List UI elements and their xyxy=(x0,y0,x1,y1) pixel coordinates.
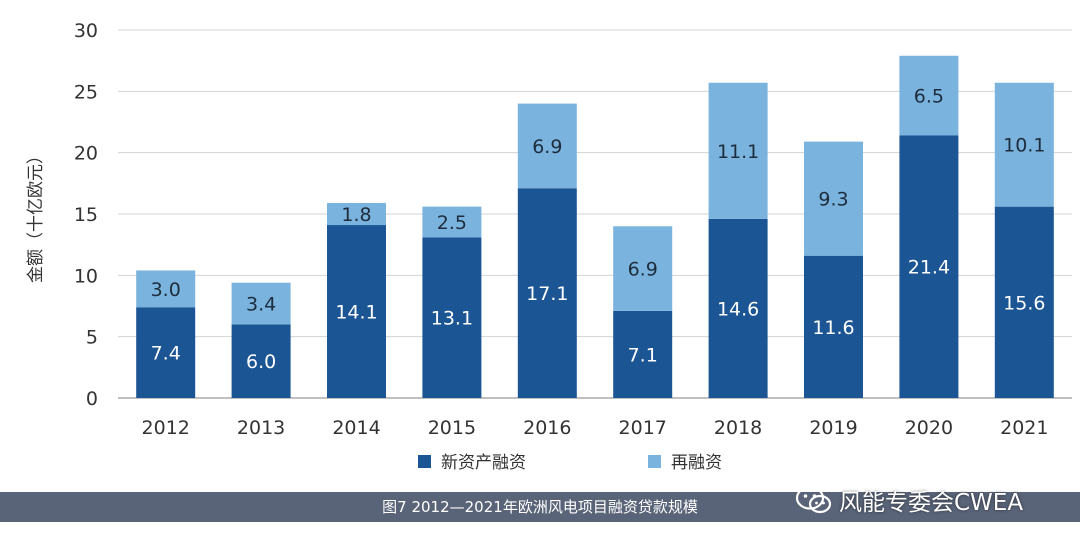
bar-new-asset-2015 xyxy=(422,237,482,398)
chart: 7.4 3.0 6.0 3.4 14.1 1.8 13.1 2.5 17.1 6.9 7.1 6.9 1… xyxy=(26,20,1072,473)
bar-new-asset-2021 xyxy=(994,206,1054,398)
x-tick-label: 2017 xyxy=(619,417,667,439)
bar-refinance-2016 xyxy=(517,103,577,189)
data-label: 11.6 xyxy=(812,317,854,339)
data-label: 21.4 xyxy=(908,257,950,279)
y-axis-ticks: 0 5 10 15 20 25 30 xyxy=(74,20,98,410)
bar-new-asset-2016 xyxy=(517,188,577,398)
data-label: 6.5 xyxy=(914,86,944,108)
legend-label: 再融资 xyxy=(671,453,722,473)
data-label: 10.1 xyxy=(1003,135,1045,157)
y-tick-label: 5 xyxy=(86,327,98,349)
bar-refinance-2019 xyxy=(804,141,863,256)
bar-new-asset-2014 xyxy=(327,225,386,398)
data-label: 13.1 xyxy=(431,308,473,330)
bar-refinance-2014 xyxy=(327,202,386,226)
data-label: 17.1 xyxy=(526,283,568,305)
x-tick-label: 2012 xyxy=(142,417,190,439)
bar-new-asset-2013 xyxy=(231,324,291,398)
watermark-text: 风能专委会CWEA xyxy=(839,490,1024,516)
x-tick-label: 2016 xyxy=(523,417,571,439)
x-tick-label: 2019 xyxy=(809,417,857,439)
bar-refinance-2013 xyxy=(231,282,291,325)
data-label: 6.9 xyxy=(532,136,562,158)
x-tick-label: 2013 xyxy=(237,417,285,439)
bars: 7.4 3.0 6.0 3.4 14.1 1.8 13.1 2.5 17.1 6.9 7.1 6.9 1… xyxy=(136,55,1054,398)
bar-new-asset-2017 xyxy=(613,310,673,398)
bar-refinance-2017 xyxy=(613,226,673,311)
data-label: 9.3 xyxy=(818,189,848,211)
x-tick-label: 2018 xyxy=(714,417,762,439)
x-axis-ticks: 2012 2013 2014 2015 2016 2017 2018 2019 2020 2021 xyxy=(142,417,1049,439)
legend-label: 新资产融资 xyxy=(441,453,526,473)
bar-refinance-2020 xyxy=(899,55,959,136)
x-tick-label: 2021 xyxy=(1000,417,1048,439)
bar-new-asset-2019 xyxy=(804,255,863,398)
x-tick-label: 2014 xyxy=(332,417,380,439)
bar-refinance-2021 xyxy=(994,82,1054,207)
legend-swatch xyxy=(418,455,431,468)
data-label: 6.0 xyxy=(246,351,276,373)
y-tick-label: 15 xyxy=(74,204,98,226)
x-tick-label: 2020 xyxy=(905,417,953,439)
y-axis-label: 金额（十亿欧元） xyxy=(26,147,46,283)
bar-refinance-2018 xyxy=(708,82,768,219)
data-label: 7.4 xyxy=(151,343,181,365)
data-label: 1.8 xyxy=(341,204,371,226)
data-label: 14.1 xyxy=(335,302,377,324)
x-tick-label: 2015 xyxy=(428,417,476,439)
bar-new-asset-2018 xyxy=(708,218,768,398)
wechat-icon xyxy=(795,486,832,514)
watermark: 风能专委会CWEA xyxy=(795,483,1023,517)
y-tick-label: 30 xyxy=(74,20,98,42)
data-label: 7.1 xyxy=(628,344,658,366)
y-tick-label: 0 xyxy=(86,388,98,410)
legend-swatch xyxy=(648,455,661,468)
bar-new-asset-2012 xyxy=(136,307,196,398)
data-label: 3.4 xyxy=(246,294,276,316)
bar-refinance-2015 xyxy=(422,206,482,238)
data-label: 15.6 xyxy=(1003,292,1045,314)
data-label: 6.9 xyxy=(628,259,658,281)
y-tick-label: 20 xyxy=(74,143,98,165)
data-label: 3.0 xyxy=(151,279,181,301)
bar-refinance-2012 xyxy=(136,270,196,308)
y-tick-label: 10 xyxy=(74,265,98,287)
data-label: 2.5 xyxy=(437,212,467,234)
y-tick-label: 25 xyxy=(74,81,98,103)
bar-new-asset-2020 xyxy=(899,135,959,398)
legend: 新资产融资 再融资 xyxy=(418,453,722,473)
caption: 图7 2012—2021年欧洲风电项目融资贷款规模 xyxy=(382,498,698,516)
data-label: 11.1 xyxy=(717,141,759,163)
caption-bar: 图7 2012—2021年欧洲风电项目融资贷款规模 xyxy=(0,492,1080,522)
data-label: 14.6 xyxy=(717,298,759,320)
